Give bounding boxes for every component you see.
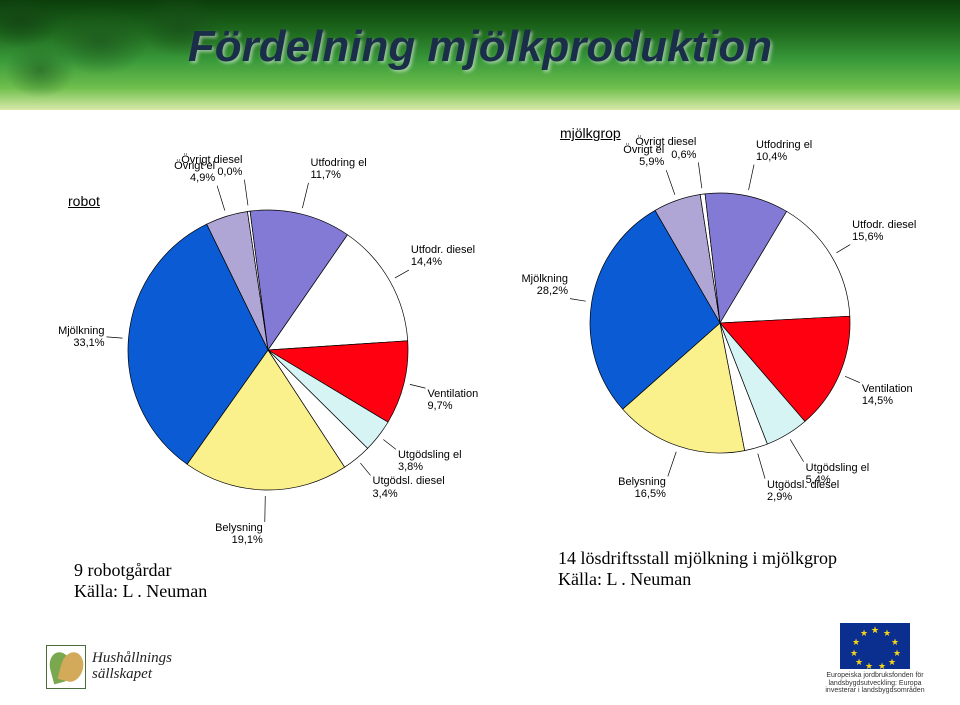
hs-logo: Hushållnings sällskapet	[46, 645, 172, 689]
pie-label: Utfodr. diesel15,6%	[852, 219, 916, 243]
hs-logo-text: Hushållnings sällskapet	[92, 651, 172, 683]
chart-title-robot: robot	[68, 193, 100, 209]
leader-line	[217, 186, 225, 211]
header-banner: Fördelning mjölkproduktion	[0, 0, 960, 110]
pie-label: Mjölkning28,2%	[522, 273, 568, 297]
leader-line	[758, 454, 765, 479]
pie-label: Ventilation14,5%	[862, 383, 913, 407]
pie-chart-robot: robot Övrigt el4,9%Övrigt diesel0,0%Utfo…	[30, 145, 500, 555]
hs-line2: sällskapet	[92, 666, 152, 682]
pie-label: Övrigt diesel0,6%	[635, 136, 696, 160]
leader-line	[845, 376, 860, 382]
pie-label: Utgödsling el3,8%	[398, 449, 462, 473]
pie-label: Mjölkning33,1%	[58, 325, 104, 349]
leader-line	[360, 463, 370, 475]
pie-label: Övrigt diesel0,0%	[181, 154, 242, 178]
leader-line	[383, 440, 396, 450]
charts-area: robot Övrigt el4,9%Övrigt diesel0,0%Utfo…	[0, 115, 960, 555]
leader-line	[410, 384, 426, 388]
eu-text: Europeiska jordbruksfonden för landsbygd…	[820, 672, 930, 695]
leader-line	[107, 337, 123, 338]
pie-svg-mjolkgrop	[500, 125, 960, 525]
pie-label: Ventilation9,7%	[427, 388, 478, 412]
caption-left: 9 robotgårdar Källa: L . Neuman	[74, 560, 207, 602]
eu-line1: Europeiska jordbruksfonden för	[826, 672, 923, 679]
pie-label: Utfodr. diesel14,4%	[411, 244, 475, 268]
pie-chart-mjolkgrop: mjölkgrop Övrigt el5,9%Övrigt diesel0,6%…	[500, 125, 960, 525]
leader-line	[836, 245, 850, 253]
leader-line	[749, 165, 754, 190]
pie-label: Utgödsl. diesel2,9%	[767, 479, 839, 503]
eu-logo: ★ ★ ★ ★ ★ ★ ★ ★ ★ ★ ★ ★ Europeiska jordb…	[820, 623, 930, 695]
leader-line	[790, 439, 803, 461]
leader-line	[302, 183, 308, 208]
hs-line1: Hushållnings	[92, 650, 172, 666]
caption-left-line2: Källa: L . Neuman	[74, 581, 207, 601]
leader-line	[668, 452, 676, 477]
leader-line	[395, 270, 409, 278]
leader-line	[698, 162, 701, 188]
leader-line	[570, 299, 586, 302]
page-title: Fördelning mjölkproduktion	[0, 22, 960, 72]
pie-label: Utfodring el10,4%	[756, 139, 812, 163]
leader-line	[666, 170, 675, 195]
eu-line3: investerar i landsbygdsområden	[825, 687, 924, 694]
caption-left-line1: 9 robotgårdar	[74, 560, 171, 580]
caption-right: 14 lösdriftsstall mjölkning i mjölkgrop …	[558, 548, 837, 590]
leader-line	[244, 180, 248, 206]
eu-line2: landsbygdsutveckling: Europa	[828, 680, 921, 687]
pie-label: Belysning19,1%	[215, 522, 263, 546]
chart-title-mjolkgrop: mjölkgrop	[560, 125, 621, 141]
pie-label: Utfodring el11,7%	[311, 157, 367, 181]
hs-logo-mark	[46, 645, 86, 689]
pie-label: Belysning16,5%	[618, 476, 666, 500]
pie-label: Utgödsl. diesel3,4%	[373, 475, 445, 499]
footer: Hushållnings sällskapet ★ ★ ★ ★ ★ ★ ★ ★ …	[0, 629, 960, 699]
caption-right-line1: 14 lösdriftsstall mjölkning i mjölkgrop	[558, 548, 837, 568]
caption-right-line2: Källa: L . Neuman	[558, 569, 691, 589]
eu-flag: ★ ★ ★ ★ ★ ★ ★ ★ ★ ★ ★ ★	[840, 623, 910, 669]
